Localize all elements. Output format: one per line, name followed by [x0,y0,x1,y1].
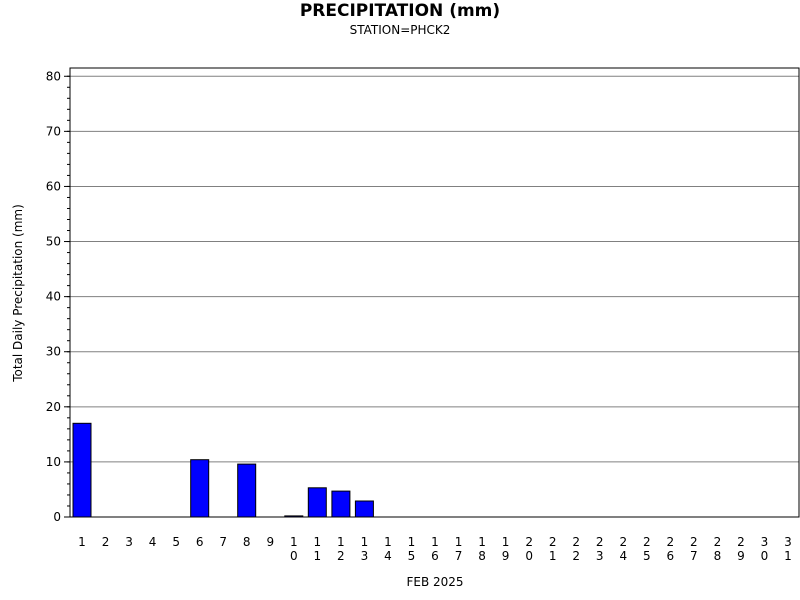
bar-day-12 [331,490,351,518]
chart-title: PRECIPITATION (mm) [299,1,501,21]
y-tick-label: 20 [46,400,61,414]
x-tick-label: 1 [78,535,86,549]
x-tick-label: 3 [125,535,133,549]
y-tick-label: 60 [46,179,61,193]
bar-day-6 [190,459,210,518]
axes [69,67,800,518]
y-tick-label: 50 [46,235,61,249]
x-tick-label: 9 [266,535,274,549]
bar-day-1 [72,422,92,518]
y-tick-label: 30 [46,345,61,359]
y-tick-label: 0 [53,510,61,524]
bar-day-13 [354,500,374,518]
gridlines [70,75,799,463]
x-axis-label: FEB 2025 [406,575,464,589]
y-tick-label: 40 [46,290,61,304]
bar-day-11 [307,487,327,518]
x-tick-label: 2 [102,535,110,549]
x-tick-label: 6 [196,535,204,549]
y-tick-label: 70 [46,124,61,138]
bar-day-8 [237,463,257,518]
x-tick-label: 8 [243,535,251,549]
chart-subtitle: STATION=PHCK2 [349,23,451,37]
x-tick-label: 5 [172,535,180,549]
x-tick-label: 4 [149,535,157,549]
y-tick-label: 80 [46,69,61,83]
y-tick-label: 10 [46,455,61,469]
x-ticks: 1 2 3 4 5 6 7 8 9 1 01 11 21 31 41 51 61 71 81 92 02 12 22 32 42… [78,535,792,563]
x-tick-label: 7 [219,535,227,549]
y-ticks: 0 10 20 30 40 50 60 70 80 [46,69,70,524]
bars [72,422,374,518]
plot-frame [69,67,800,518]
